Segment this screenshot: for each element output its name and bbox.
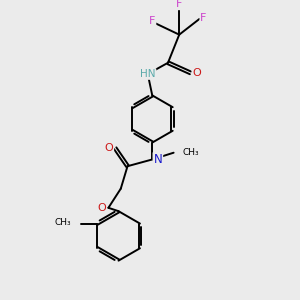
Text: CH₃: CH₃	[182, 148, 199, 157]
Text: F: F	[149, 16, 155, 26]
Text: F: F	[176, 0, 182, 9]
Text: O: O	[104, 143, 113, 153]
Text: F: F	[200, 13, 207, 23]
Text: N: N	[154, 153, 162, 166]
Text: CH₃: CH₃	[55, 218, 71, 227]
Text: HN: HN	[140, 69, 155, 79]
Text: O: O	[192, 68, 201, 78]
Text: O: O	[97, 203, 106, 213]
